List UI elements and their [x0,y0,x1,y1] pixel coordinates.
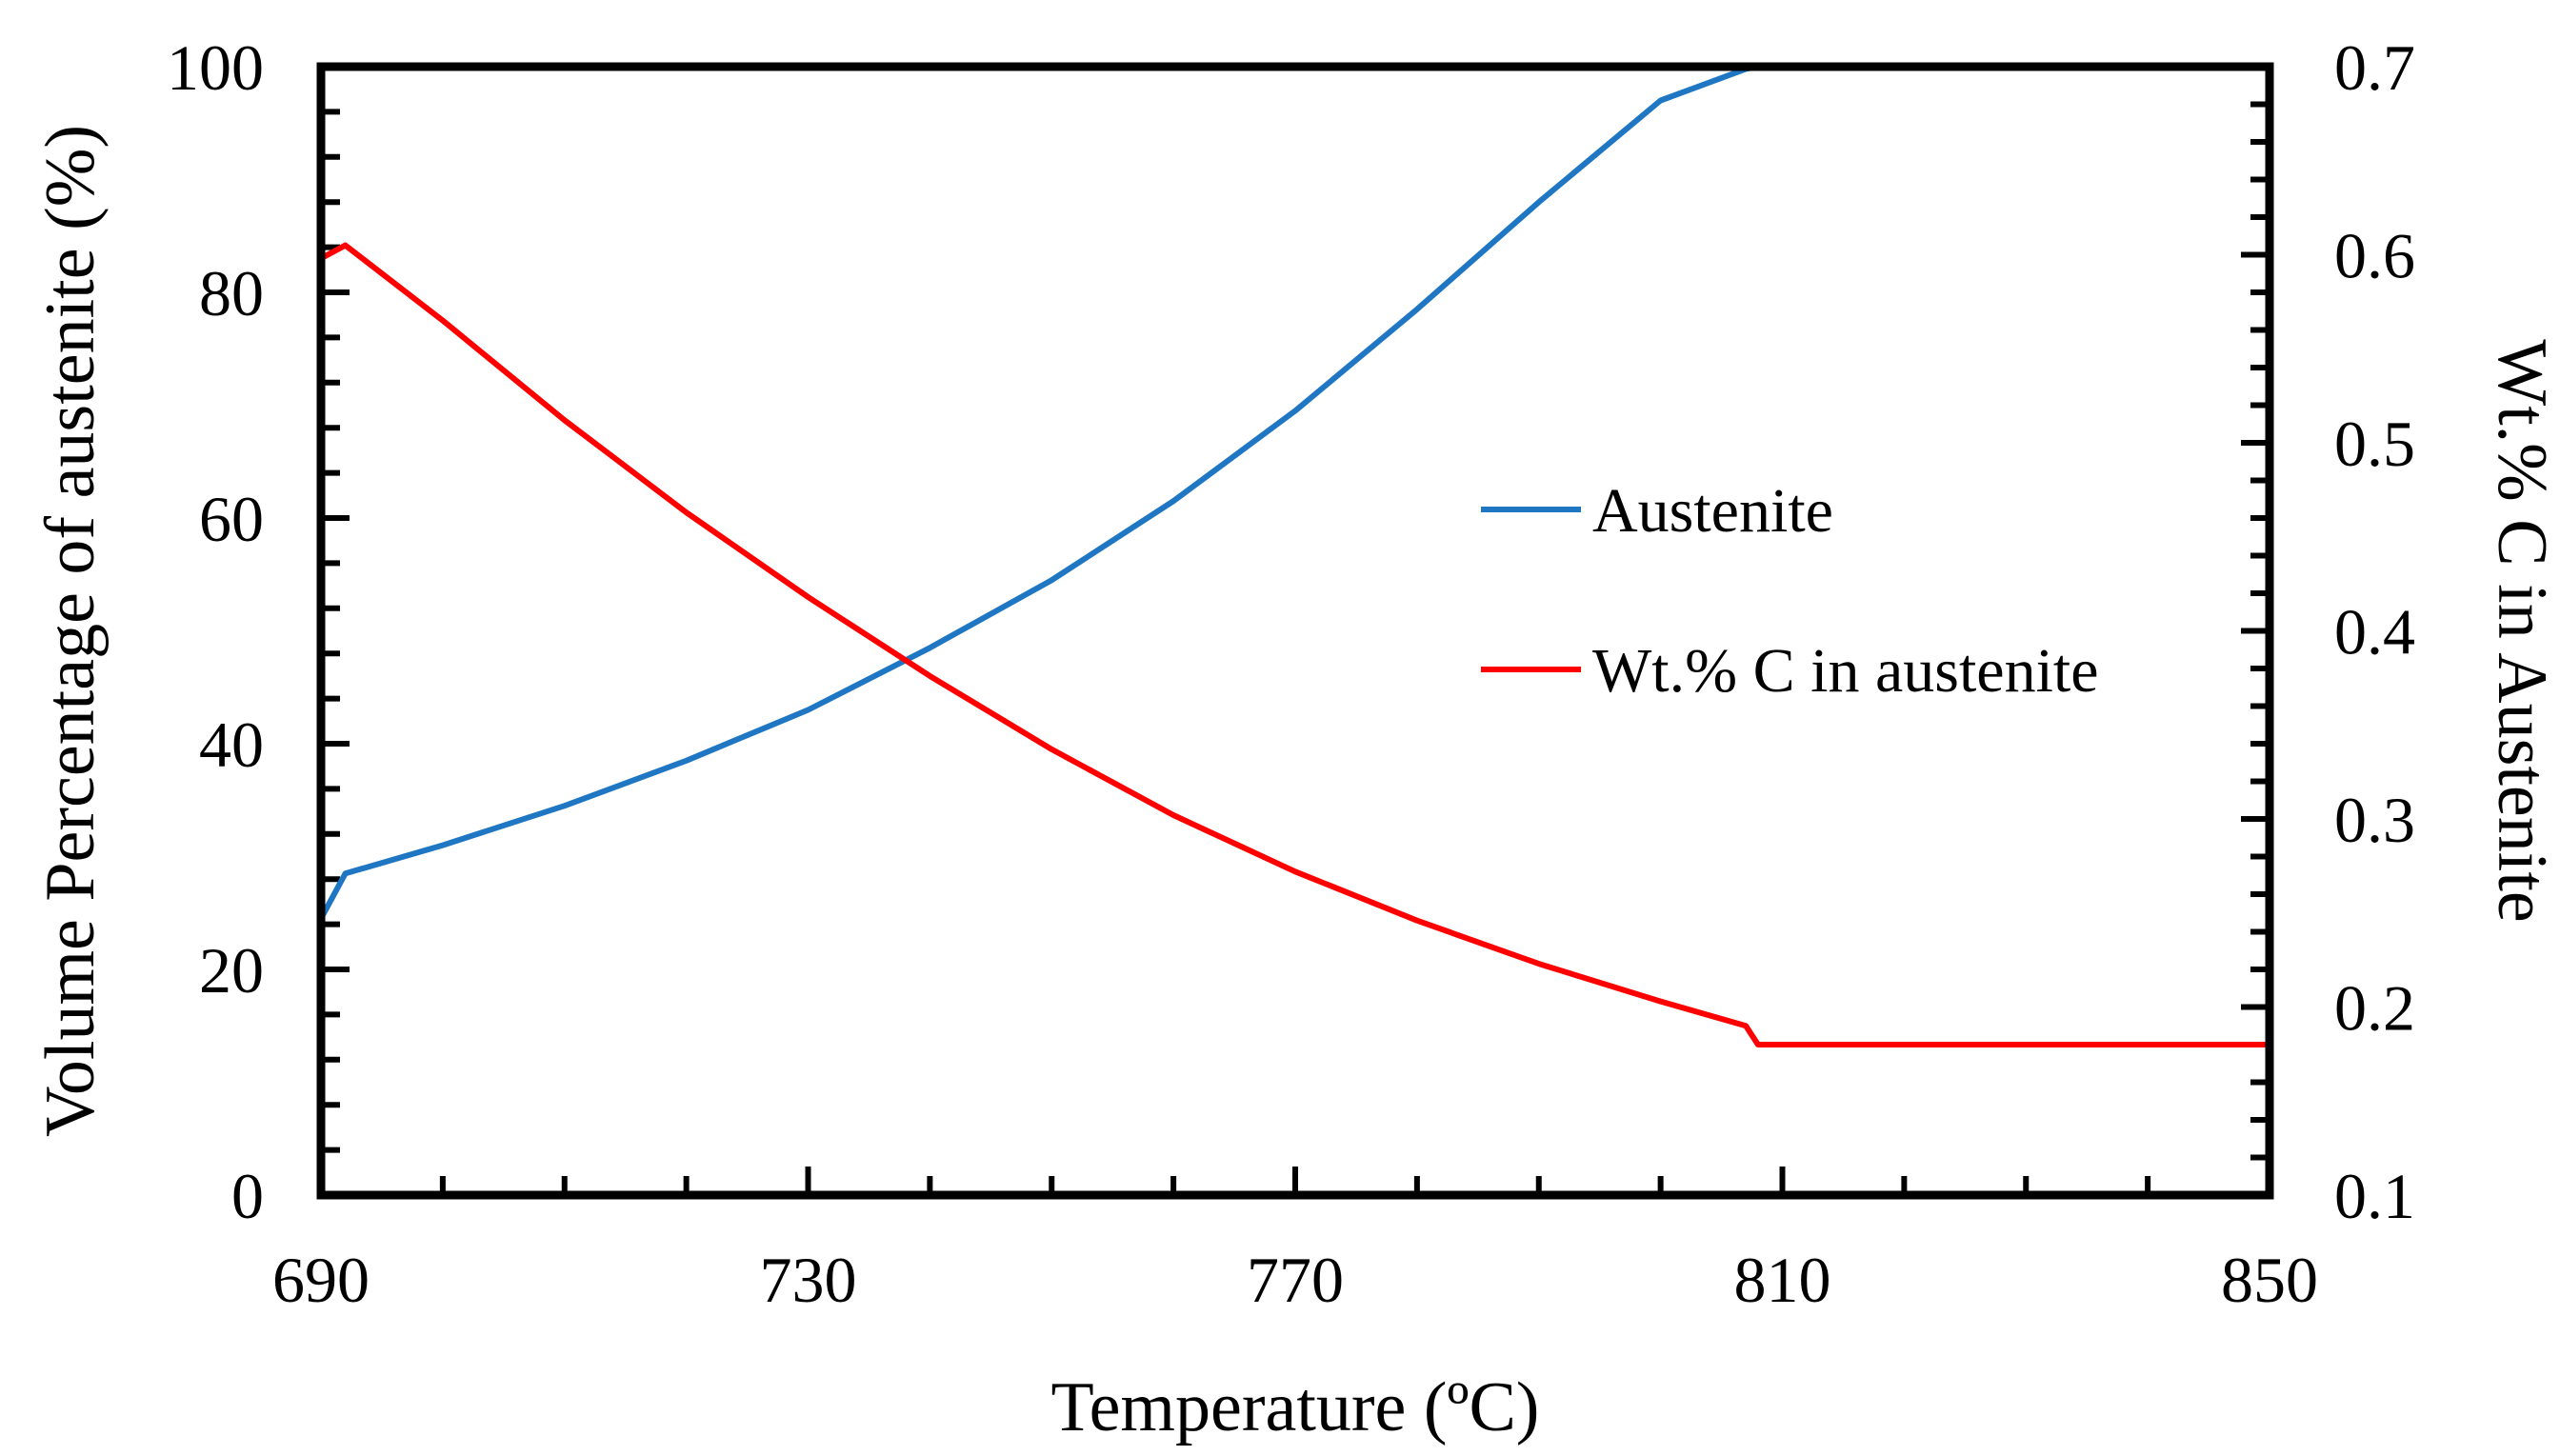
y-tick-label: 100 [167,31,264,104]
x-tick-label: 850 [2221,1244,2318,1316]
y-tick-label: 20 [199,934,264,1007]
y2-tick-label: 0.7 [2334,31,2415,104]
legend-label-austenite: Austenite [1592,476,1833,546]
series-line-austenite [318,64,2270,921]
tick-labels: 690 730 770 810 850 0 20 40 60 80 100 0.1 0.2 0.3 0.4 0… [167,31,2415,1316]
y-tick-label: 0 [231,1160,264,1232]
x-tick-label: 770 [1247,1244,1344,1316]
series-line-carbon [319,242,2270,1047]
y2-tick-label: 0.4 [2334,596,2415,668]
y2-tick-label: 0.1 [2334,1160,2415,1232]
y2-tick-label: 0.2 [2334,972,2415,1045]
x-tick-label: 730 [760,1244,857,1316]
y2-tick-label: 0.6 [2334,220,2415,292]
series-lines [318,64,2270,1047]
y2-axis-title: Wt.% C in Austenite [2483,339,2560,923]
legend-label-carbon: Wt.% C in austenite [1592,636,2099,706]
legend: Austenite Wt.% C in austenite [1481,476,2099,706]
x-tick-label: 690 [272,1244,370,1316]
y2-tick-label: 0.3 [2334,784,2415,856]
y-tick-label: 80 [199,257,264,329]
plot-frame [316,62,2274,1200]
x-axis-title: Temperature (ºC) [1051,1368,1540,1446]
x-tick-label: 810 [1734,1244,1831,1316]
y2-tick-label: 0.5 [2334,408,2415,480]
y-axis-title: Volume Percentage of austenite (%) [31,125,110,1137]
y-tick-label: 40 [199,708,264,781]
y-tick-label: 60 [199,483,264,555]
